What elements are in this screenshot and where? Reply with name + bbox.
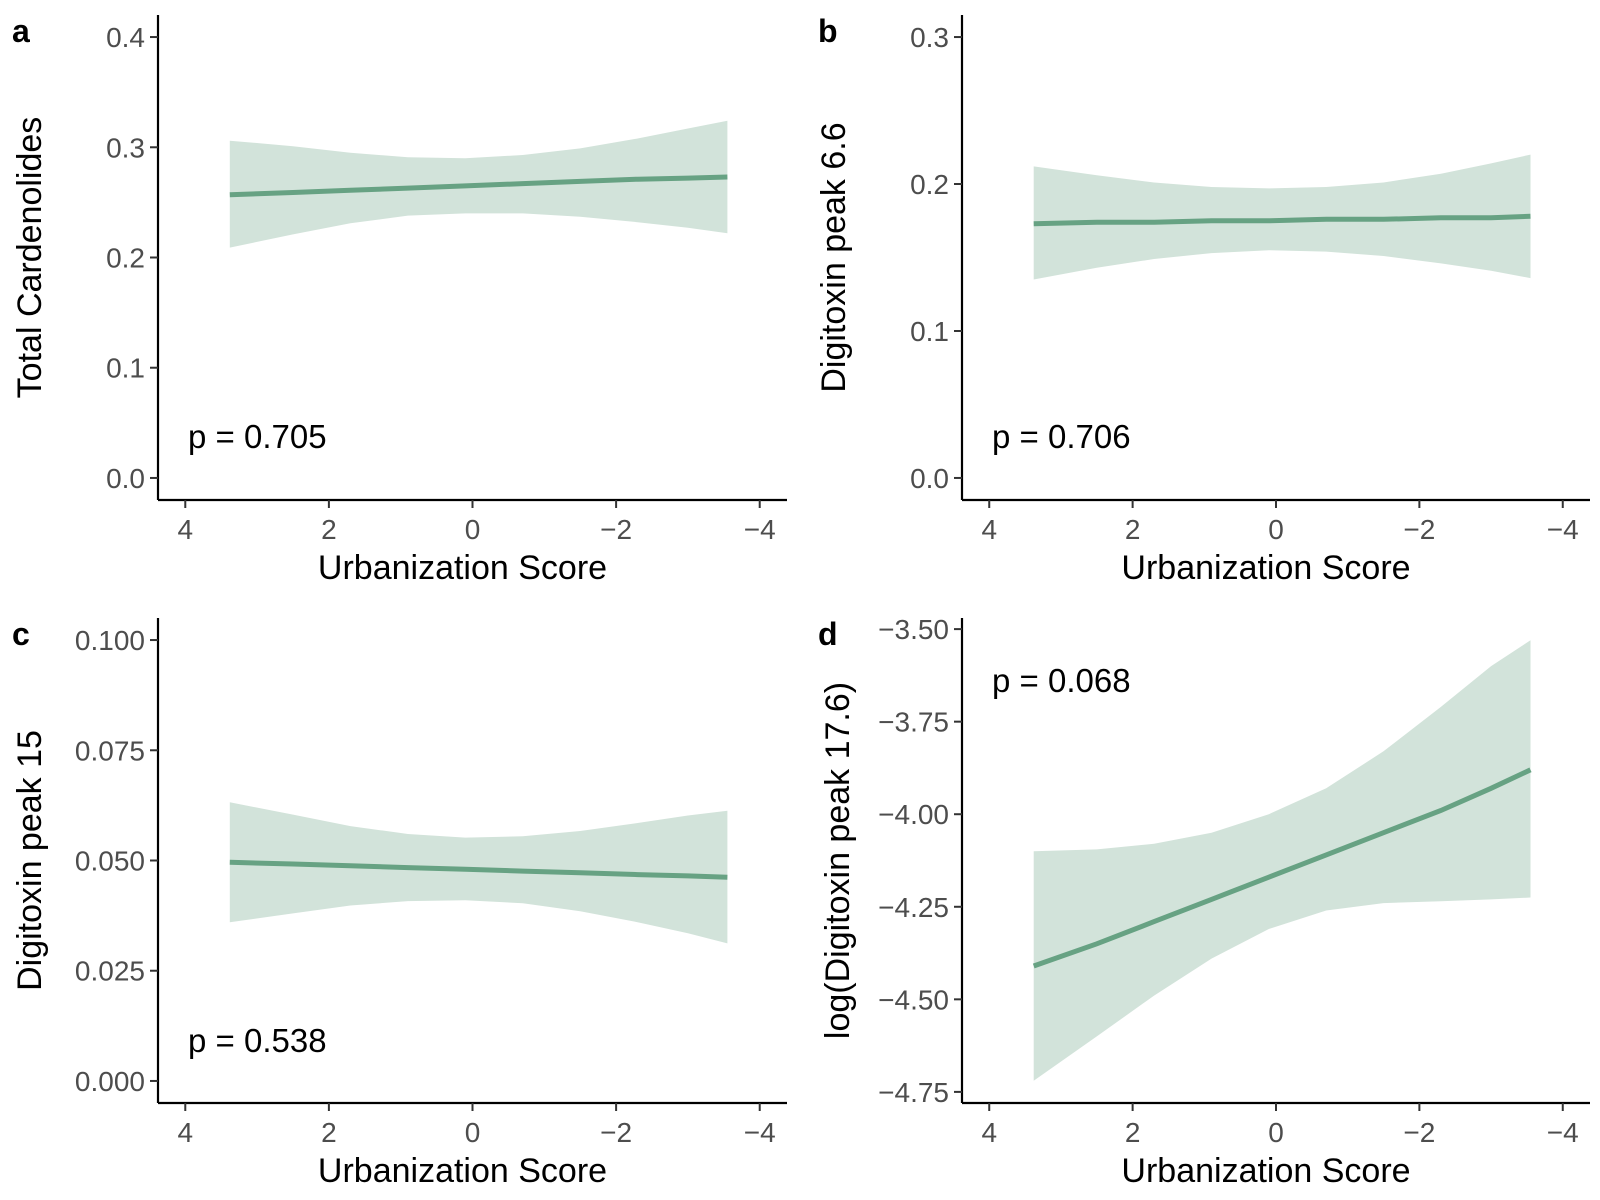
y-tick-label: 0.0 xyxy=(106,463,145,494)
panel-b: 0.0 0.1 0.2 0.3 4 2 0 −2 −4 Urbanization Score Dig… xyxy=(815,13,1590,587)
x-tick-label: −4 xyxy=(744,1117,776,1148)
panel-a: 0.0 0.1 0.2 0.3 0.4 4 2 0 −2 −4 Urbanization Score… xyxy=(11,13,787,587)
regression-line xyxy=(1033,213,1531,227)
regression-line xyxy=(229,174,728,198)
y-tick-label: 0.1 xyxy=(106,353,145,384)
x-tick-label: −4 xyxy=(1547,1117,1579,1148)
y-axis-title: Total Cardenolides xyxy=(11,117,49,399)
confidence-band xyxy=(1033,154,1531,280)
y-tick-label: −4.25 xyxy=(878,892,949,923)
y-axis-title: Digitoxin peak 15 xyxy=(11,730,49,991)
y-tick-label: 0.3 xyxy=(106,132,145,163)
x-axis-title: Urbanization Score xyxy=(1121,1152,1410,1190)
regression-line xyxy=(1032,767,1532,969)
y-tick-label: −3.75 xyxy=(878,707,949,738)
y-tick-label: 0.050 xyxy=(75,846,145,877)
x-tick-label: −4 xyxy=(744,514,776,545)
x-tick-label: −2 xyxy=(1403,1117,1435,1148)
y-tick-label: 0.1 xyxy=(910,316,949,347)
panel-letter: c xyxy=(12,616,30,652)
x-tick-label: −2 xyxy=(600,514,632,545)
y-axis-title: log(Digitoxin peak 17.6) xyxy=(819,682,857,1039)
x-tick-label: 4 xyxy=(981,514,997,545)
x-tick-label: 0 xyxy=(465,1117,481,1148)
x-tick-label: −2 xyxy=(600,1117,632,1148)
x-tick-label: 4 xyxy=(177,1117,193,1148)
x-tick-label: 0 xyxy=(465,514,481,545)
x-tick-label: 2 xyxy=(1125,514,1141,545)
y-tick-label: 0.4 xyxy=(106,22,145,53)
y-tick-label: 0.2 xyxy=(910,169,949,200)
regression-line xyxy=(229,859,728,880)
x-tick-label: 4 xyxy=(177,514,193,545)
y-tick-label: 0.100 xyxy=(75,625,145,656)
p-value-annotation: p = 0.068 xyxy=(992,662,1131,699)
x-tick-label: 0 xyxy=(1268,1117,1284,1148)
x-tick-label: 2 xyxy=(321,1117,337,1148)
x-tick-label: −4 xyxy=(1547,514,1579,545)
y-tick-label: −4.75 xyxy=(878,1077,949,1108)
y-tick-label: −4.50 xyxy=(878,984,949,1015)
y-tick-label: 0.075 xyxy=(75,735,145,766)
panel-letter: a xyxy=(12,13,30,49)
x-axis-title: Urbanization Score xyxy=(318,1152,607,1190)
panel-d: −4.75 −4.50 −4.25 −4.00 −3.75 −3.50 4 2 0 −2 −4 Urb… xyxy=(818,614,1590,1190)
confidence-band xyxy=(1033,640,1531,1081)
y-tick-label: 0.3 xyxy=(910,22,949,53)
y-tick-label: −4.00 xyxy=(878,799,949,830)
confidence-band xyxy=(229,802,728,944)
x-axis-title: Urbanization Score xyxy=(318,549,607,587)
x-tick-label: 4 xyxy=(981,1117,997,1148)
p-value-annotation: p = 0.706 xyxy=(992,418,1131,455)
y-tick-label: −3.50 xyxy=(878,614,949,645)
x-tick-label: 2 xyxy=(1125,1117,1141,1148)
panel-letter: b xyxy=(818,13,838,49)
y-tick-label: 0.025 xyxy=(75,956,145,987)
x-tick-label: 2 xyxy=(321,514,337,545)
panel-c: 0.000 0.025 0.050 0.075 0.100 4 2 0 −2 −4 Urbaniza… xyxy=(11,616,787,1190)
x-axis-title: Urbanization Score xyxy=(1121,549,1410,587)
p-value-annotation: p = 0.538 xyxy=(188,1022,327,1059)
p-value-annotation: p = 0.705 xyxy=(188,418,327,455)
y-tick-label: 0.2 xyxy=(106,243,145,274)
y-tick-label: 0.0 xyxy=(910,463,949,494)
x-tick-label: −2 xyxy=(1403,514,1435,545)
panel-letter: d xyxy=(818,616,838,652)
y-tick-label: 0.000 xyxy=(75,1066,145,1097)
y-axis-title: Digitoxin peak 6.6 xyxy=(815,122,853,392)
x-tick-label: 0 xyxy=(1268,514,1284,545)
